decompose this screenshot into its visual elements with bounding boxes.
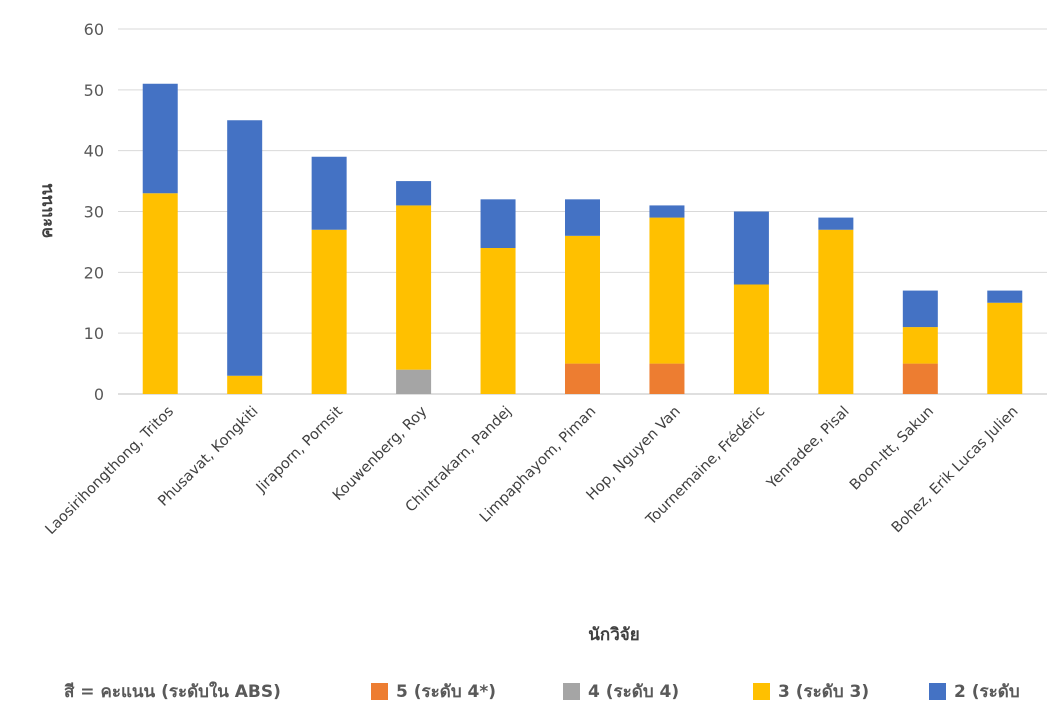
y-axis-title: คะแนน	[37, 183, 57, 238]
x-category-label: Kouwenberg, Roy	[330, 403, 431, 504]
bar-segment	[733, 211, 769, 285]
bar-segment	[396, 369, 432, 394]
legend-label: 4 (ระดับ 4)	[588, 682, 680, 702]
bar-segment	[396, 205, 432, 370]
bar-segment	[227, 375, 263, 394]
bar-segment	[902, 290, 938, 328]
bar-segment	[902, 327, 938, 364]
bar-segment	[480, 199, 516, 248]
bar-segment	[649, 363, 685, 394]
legend-swatch-gray	[563, 683, 580, 700]
legend-label: 2 (ระดับ	[954, 682, 1020, 702]
bar-segment	[396, 181, 432, 206]
y-tick-label: 10	[84, 324, 104, 343]
bar-segment	[142, 193, 178, 394]
legend-label: 5 (ระดับ 4*)	[396, 682, 497, 702]
bar-segment	[480, 248, 516, 394]
x-category-label: Boon-Itt, Sakun	[847, 404, 937, 494]
bar-segment	[987, 302, 1023, 394]
bar-segment	[902, 363, 938, 394]
y-tick-label: 20	[84, 263, 104, 282]
bars	[142, 83, 1023, 394]
y-axis-ticks: 0 10 20 30 40 50 60	[84, 20, 104, 404]
legend-label: 3 (ระดับ 3)	[778, 682, 870, 702]
chart: 0 10 20 30 40 50 60 Laosirihongthong, TritosPh…	[37, 20, 1047, 645]
x-category-label: Laosirihongthong, Tritos	[43, 404, 177, 538]
bar-segment	[818, 217, 854, 230]
x-axis-title: นักวิจัย	[588, 625, 639, 645]
bar-segment	[311, 156, 347, 230]
legend-entry-level5: 5 (ระดับ 4*)	[371, 678, 496, 705]
bar-segment	[649, 205, 685, 218]
bar-segment	[227, 120, 263, 376]
legend-entry-level3: 3 (ระดับ 3)	[753, 678, 869, 705]
y-tick-label: 60	[84, 20, 104, 39]
bar-segment	[311, 229, 347, 394]
bar-segment	[565, 199, 600, 236]
x-category-label: Jiraporn, Pornsit	[253, 403, 346, 496]
bar-segment	[565, 235, 600, 364]
legend-entry-level2: 2 (ระดับ	[929, 678, 1020, 705]
legend-swatch-yellow	[753, 683, 770, 700]
legend-title: สี = คะแนน (ระดับใน ABS)	[64, 682, 281, 702]
x-category-label: Hop, Nguyen Van	[584, 404, 684, 504]
bar-segment	[987, 290, 1023, 303]
legend-entry-level4: 4 (ระดับ 4)	[563, 678, 679, 705]
y-tick-label: 0	[94, 385, 104, 404]
y-tick-label: 30	[84, 203, 104, 222]
legend-swatch-orange	[371, 683, 388, 700]
bar-segment	[565, 363, 600, 394]
y-tick-label: 50	[84, 81, 104, 100]
bar-segment	[733, 284, 769, 394]
y-tick-label: 40	[84, 142, 104, 161]
legend-swatch-blue	[929, 683, 946, 700]
bar-segment	[142, 83, 178, 194]
bar-segment	[649, 217, 685, 364]
x-category-label: Yenradee, Pisal	[764, 404, 853, 493]
bar-segment	[818, 229, 854, 394]
legend: สี = คะแนน (ระดับใน ABS) 5 (ระดับ 4*) 4 …	[0, 678, 1059, 703]
